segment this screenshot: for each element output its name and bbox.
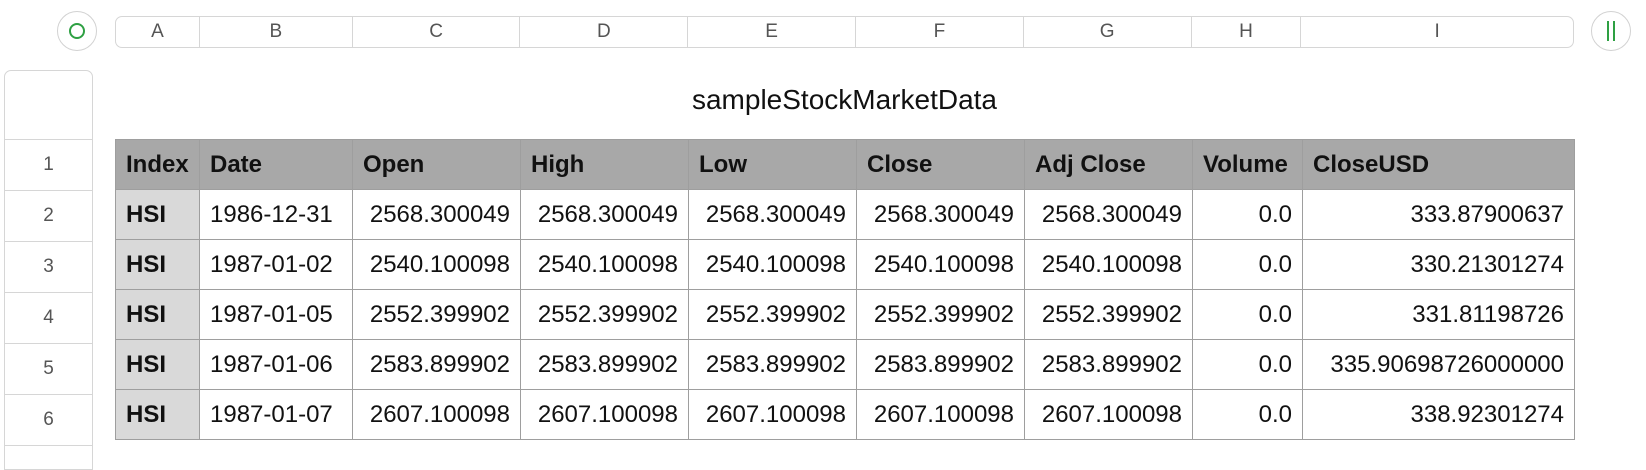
- table-cell[interactable]: 2568.300049: [1024, 189, 1193, 240]
- table-cell[interactable]: 1986-12-31: [199, 189, 353, 240]
- table-cell[interactable]: 1987-01-06: [199, 339, 353, 390]
- table-row: HSI 1987-01-05 2552.399902 2552.399902 2552.…: [115, 289, 1575, 340]
- table-cell[interactable]: 0.0: [1192, 389, 1303, 440]
- select-all-button[interactable]: [57, 11, 97, 51]
- table-cell[interactable]: 1987-01-05: [199, 289, 353, 340]
- table-cell[interactable]: 338.92301274: [1302, 389, 1575, 440]
- index-cell[interactable]: HSI: [115, 389, 200, 440]
- table-title[interactable]: sampleStockMarketData: [691, 84, 997, 115]
- table-cell[interactable]: 335.90698726000000: [1302, 339, 1575, 390]
- header-cell[interactable]: Date: [199, 139, 353, 190]
- table-cell[interactable]: 2607.100098: [1024, 389, 1193, 440]
- row-header-5[interactable]: 5: [5, 344, 92, 395]
- row-header-6[interactable]: 6: [5, 395, 92, 446]
- table-cell[interactable]: 2568.300049: [352, 189, 521, 240]
- table-cell[interactable]: 2552.399902: [520, 289, 689, 340]
- column-header-b[interactable]: B: [200, 17, 353, 47]
- row-header-4[interactable]: 4: [5, 293, 92, 344]
- table-row: HSI 1987-01-07 2607.100098 2607.100098 2607.…: [115, 389, 1575, 440]
- table-cell[interactable]: 2568.300049: [520, 189, 689, 240]
- header-cell[interactable]: CloseUSD: [1302, 139, 1575, 190]
- table-cell[interactable]: 2540.100098: [520, 239, 689, 290]
- table-cell[interactable]: 2583.899902: [520, 339, 689, 390]
- column-header-a[interactable]: A: [116, 17, 200, 47]
- column-header-i[interactable]: I: [1434, 21, 1440, 42]
- column-header-h[interactable]: H: [1192, 17, 1302, 47]
- pause-bars-icon: [1607, 21, 1615, 41]
- column-header-d[interactable]: D: [520, 17, 689, 47]
- index-cell[interactable]: HSI: [115, 239, 200, 290]
- table-cell[interactable]: 2552.399902: [688, 289, 857, 340]
- column-header-g[interactable]: G: [1024, 17, 1192, 47]
- table-cell[interactable]: 333.87900637: [1302, 189, 1575, 240]
- table-cell[interactable]: 2583.899902: [352, 339, 521, 390]
- table-cell[interactable]: 0.0: [1192, 289, 1303, 340]
- table-cell[interactable]: 2583.899902: [1024, 339, 1193, 390]
- table-cell[interactable]: 2607.100098: [520, 389, 689, 440]
- column-header-e[interactable]: E: [688, 17, 856, 47]
- table-row: HSI 1987-01-06 2583.899902 2583.899902 2583.…: [115, 339, 1575, 390]
- column-header-bar: A B C D E F G H I: [115, 16, 1574, 48]
- table-cell[interactable]: 1987-01-07: [199, 389, 353, 440]
- header-cell[interactable]: High: [520, 139, 689, 190]
- header-cell[interactable]: Close: [856, 139, 1025, 190]
- table-row: HSI 1986-12-31 2568.300049 2568.300049 2568.…: [115, 189, 1575, 240]
- table-cell[interactable]: 2607.100098: [352, 389, 521, 440]
- table-cell[interactable]: 330.21301274: [1302, 239, 1575, 290]
- table-cell[interactable]: 2552.399902: [1024, 289, 1193, 340]
- header-cell[interactable]: Index: [115, 139, 200, 190]
- freeze-columns-button[interactable]: [1591, 11, 1631, 51]
- row-header-1[interactable]: 1: [5, 140, 92, 191]
- header-cell[interactable]: Volume: [1192, 139, 1303, 190]
- index-cell[interactable]: HSI: [115, 189, 200, 240]
- table-cell[interactable]: 2583.899902: [688, 339, 857, 390]
- header-cell[interactable]: Low: [688, 139, 857, 190]
- table-cell[interactable]: 2540.100098: [352, 239, 521, 290]
- header-cell[interactable]: Adj Close: [1024, 139, 1193, 190]
- header-cell[interactable]: Open: [352, 139, 521, 190]
- table-cell[interactable]: 2568.300049: [688, 189, 857, 240]
- table-cell[interactable]: 2552.399902: [856, 289, 1025, 340]
- title-row-header[interactable]: [5, 71, 92, 140]
- row-header-2[interactable]: 2: [5, 191, 92, 242]
- table-cell[interactable]: 2540.100098: [856, 239, 1025, 290]
- row-header-3[interactable]: 3: [5, 242, 92, 293]
- index-cell[interactable]: HSI: [115, 289, 200, 340]
- table-row: HSI 1987-01-02 2540.100098 2540.100098 2540.…: [115, 239, 1575, 290]
- row-header-bar: 1 2 3 4 5 6: [4, 70, 93, 470]
- table-cell[interactable]: 2583.899902: [856, 339, 1025, 390]
- table-cell[interactable]: 2607.100098: [688, 389, 857, 440]
- table-cell[interactable]: 2540.100098: [1024, 239, 1193, 290]
- table-cell[interactable]: 0.0: [1192, 239, 1303, 290]
- table-cell[interactable]: 2568.300049: [856, 189, 1025, 240]
- index-cell[interactable]: HSI: [115, 339, 200, 390]
- table-cell[interactable]: 2607.100098: [856, 389, 1025, 440]
- column-header-f[interactable]: F: [856, 17, 1024, 47]
- table-cell[interactable]: 331.81198726: [1302, 289, 1575, 340]
- table-cell[interactable]: 0.0: [1192, 189, 1303, 240]
- table-cell[interactable]: 1987-01-02: [199, 239, 353, 290]
- header-row: Index Date Open High Low Close Adj Close Volume…: [115, 139, 1575, 190]
- table-cell[interactable]: 0.0: [1192, 339, 1303, 390]
- circle-icon: [69, 23, 85, 39]
- table-cell[interactable]: 2540.100098: [688, 239, 857, 290]
- column-header-c[interactable]: C: [353, 17, 521, 47]
- data-table: Index Date Open High Low Close Adj Close Volume…: [115, 139, 1575, 440]
- table-cell[interactable]: 2552.399902: [352, 289, 521, 340]
